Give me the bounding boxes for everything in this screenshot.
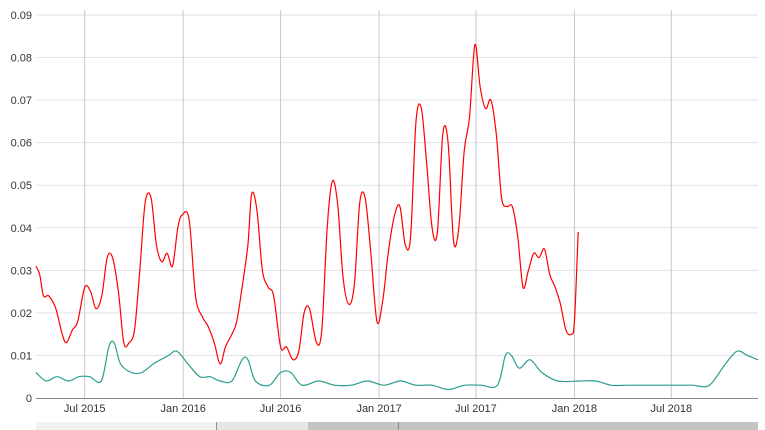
y-tick-label: 0.08 [11,53,32,65]
grid-lines [36,10,758,398]
navigator-segment[interactable] [36,422,216,430]
y-tick-label: 0.05 [11,180,32,192]
x-tick-label: Jan 2017 [356,403,401,415]
x-tick-label: Jul 2016 [260,403,302,415]
y-tick-label: 0.02 [11,308,32,320]
x-tick-label: Jan 2016 [161,403,206,415]
y-tick-label: 0 [26,393,32,405]
x-tick-label: Jul 2015 [64,403,106,415]
y-tick-label: 0.04 [11,223,32,235]
x-axis-ticks: Jul 2015 Jan 2016 Jul 2016 Jan 2017 Jul 2017… [64,403,692,415]
y-tick-label: 0.01 [11,350,32,362]
series-lines [35,44,759,391]
navigator-segment[interactable] [216,422,308,430]
series-line-2 [35,340,759,391]
y-tick-label: 0.06 [11,138,32,150]
y-axis-ticks: 0 0.01 0.02 0.03 0.04 0.05 0.06 0.07 0.08 0.09 [11,10,32,405]
x-tick-label: Jul 2018 [650,403,692,415]
navigator-handle[interactable] [216,422,217,430]
y-tick-label: 0.03 [11,265,32,277]
range-navigator[interactable] [36,422,758,430]
navigator-segment[interactable] [308,422,398,430]
navigator-handle[interactable] [398,422,399,430]
series-line-1 [35,44,579,365]
y-tick-label: 0.07 [11,95,32,107]
x-tick-label: Jan 2018 [552,403,597,415]
y-tick-label: 0.09 [11,10,32,22]
navigator-segment[interactable] [398,422,758,430]
x-tick-label: Jul 2017 [455,403,497,415]
